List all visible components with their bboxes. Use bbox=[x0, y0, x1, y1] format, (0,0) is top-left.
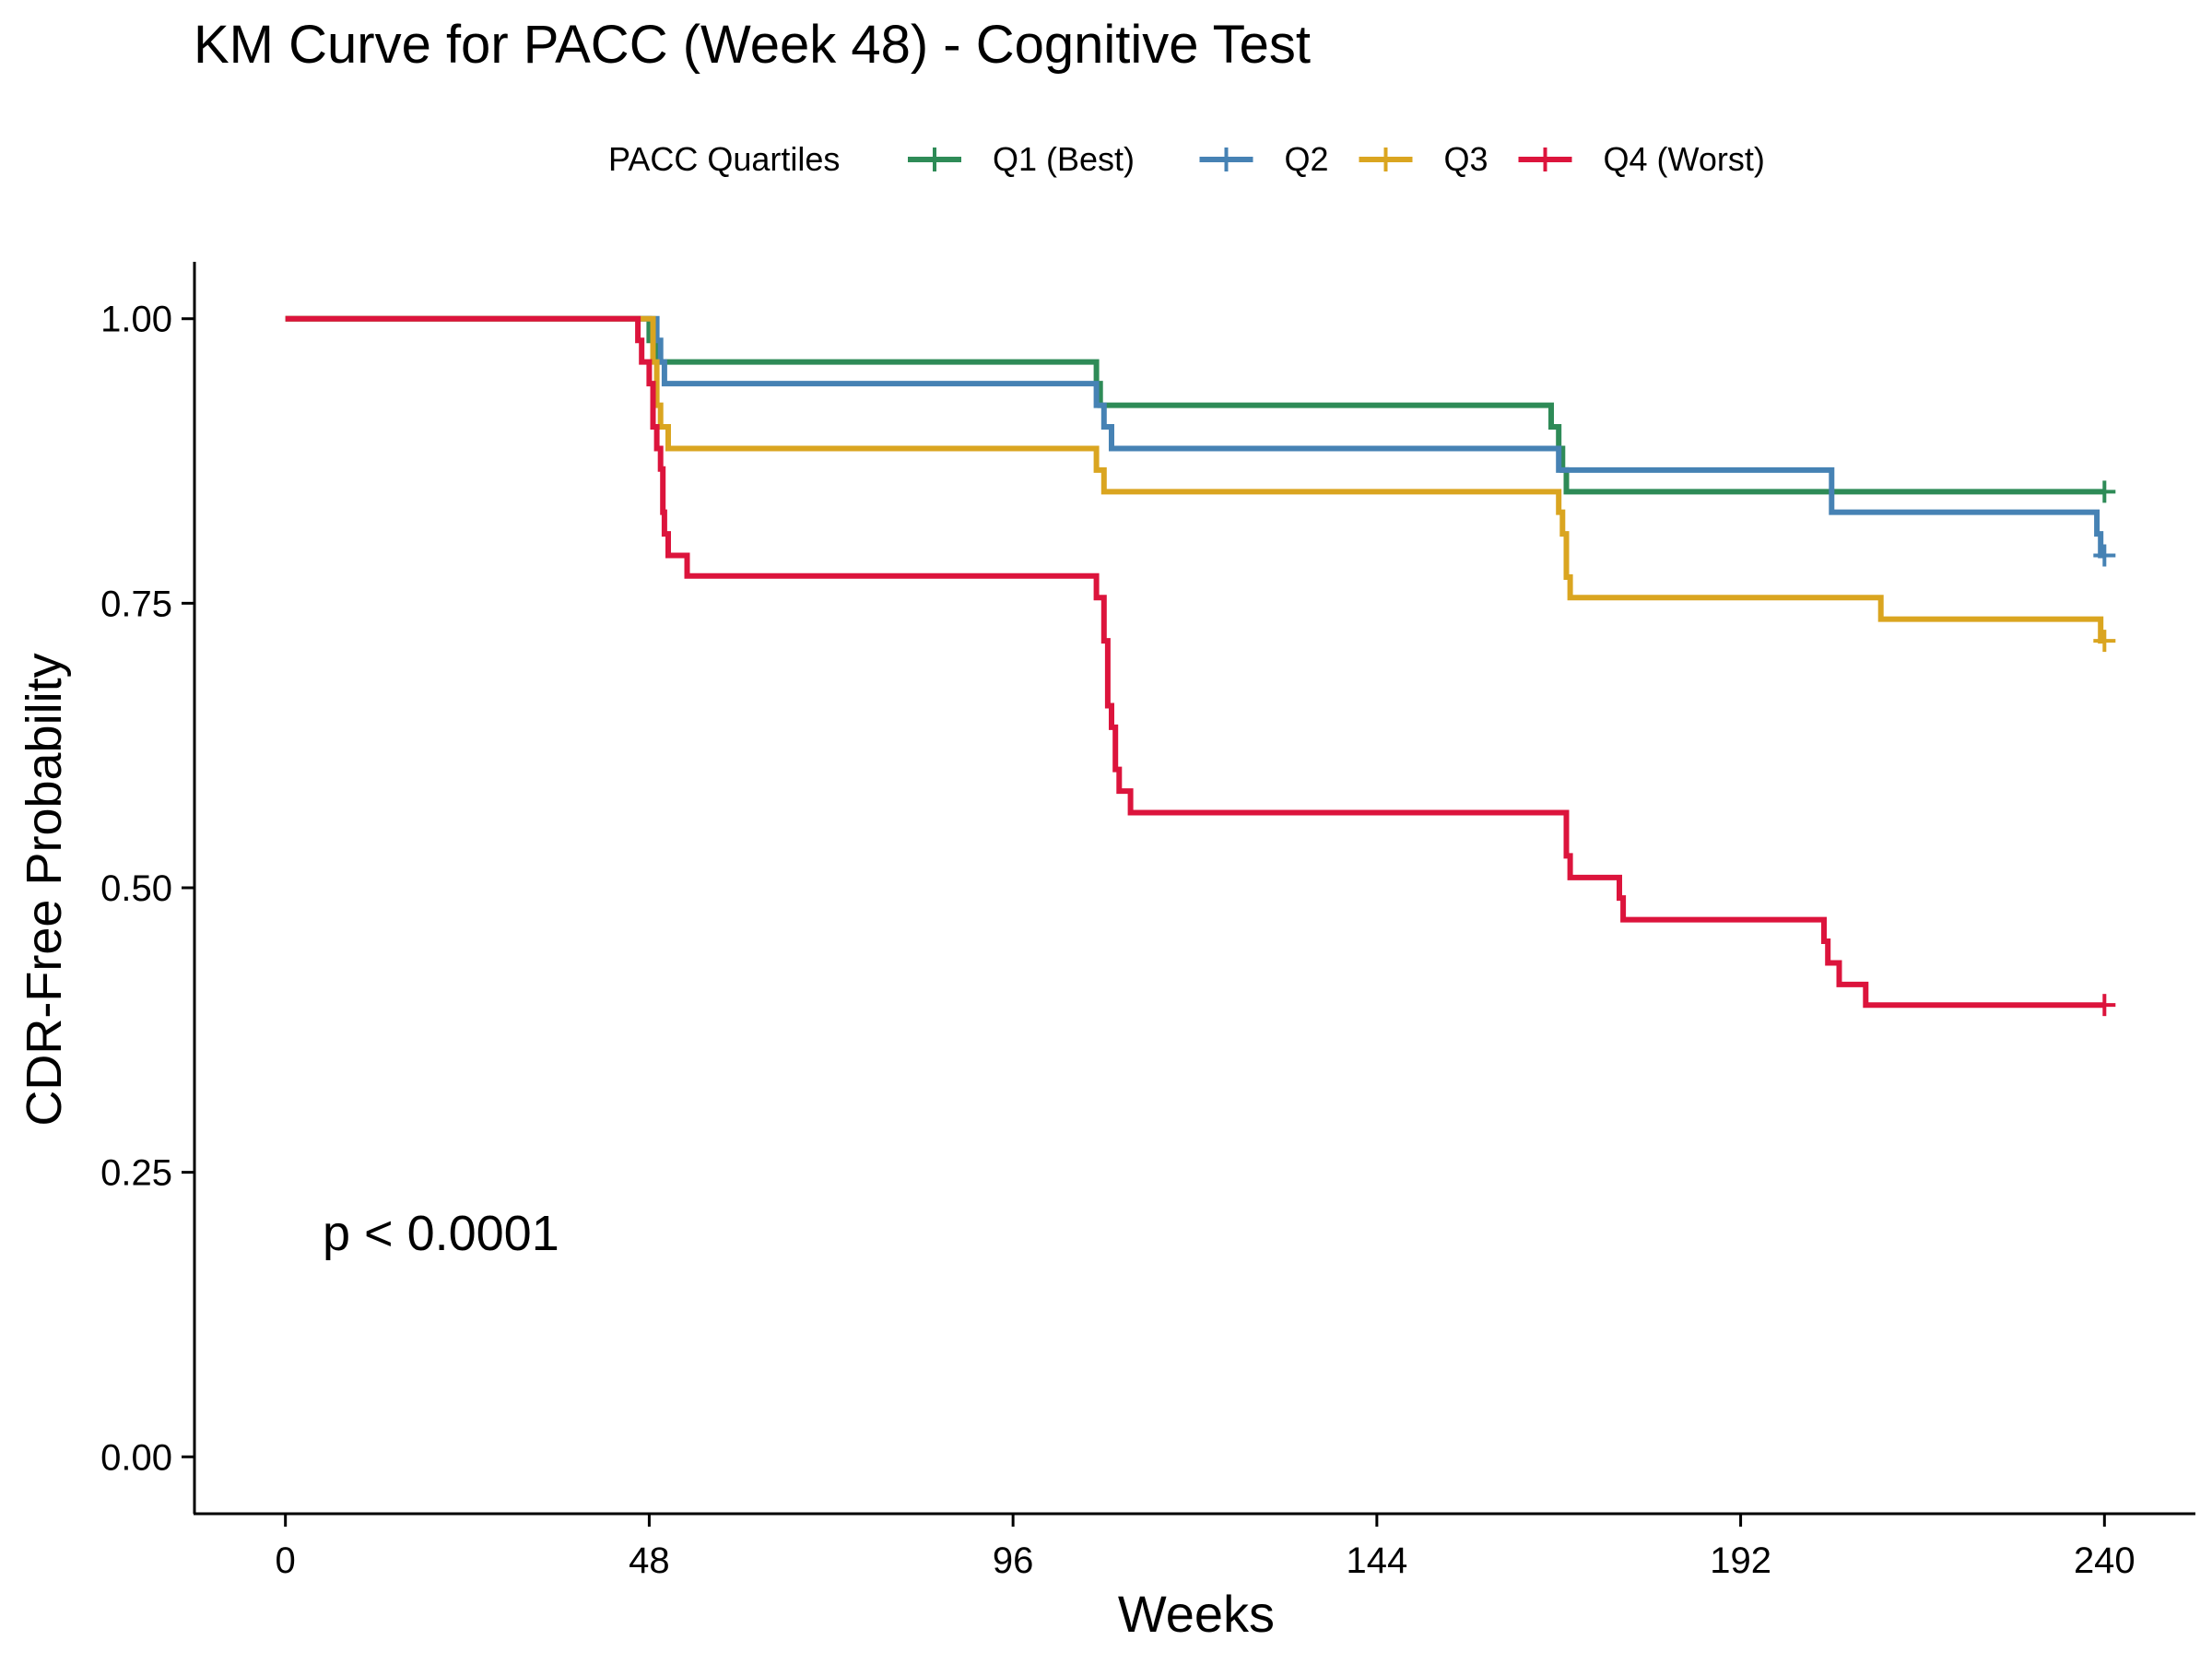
chart-title: KM Curve for PACC (Week 48) - Cognitive … bbox=[194, 15, 1311, 75]
legend-item-q4-worst: Q4 (Worst) bbox=[1518, 140, 1765, 178]
legend-label: Q1 (Best) bbox=[993, 140, 1135, 178]
censor-mark-q1-best bbox=[2093, 480, 2116, 503]
series-line-q4-worst bbox=[285, 315, 2105, 1009]
axes: 0 48 96 144 192 240 0.00 0.25 0.50 0.75 1.00 Week… bbox=[17, 262, 2195, 1643]
p-value-annotation: p < 0.0001 bbox=[323, 1206, 559, 1261]
legend-label: Q3 bbox=[1444, 140, 1488, 178]
x-tick-label: 0 bbox=[276, 1540, 296, 1581]
x-tick-label: 96 bbox=[993, 1540, 1034, 1581]
series-line-q2 bbox=[285, 315, 2105, 559]
x-tick-label: 192 bbox=[1710, 1540, 1771, 1581]
series-line-q1-best bbox=[285, 315, 2105, 495]
y-tick-label: 0.50 bbox=[100, 868, 172, 909]
legend-label: Q2 bbox=[1285, 140, 1329, 178]
x-tick-label: 144 bbox=[1346, 1540, 1407, 1581]
legend: PACC Quartiles Q1 (Best) Q2 Q3 Q4 (Worst) bbox=[608, 140, 1765, 178]
y-axis-label: CDR-Free Probability bbox=[17, 653, 72, 1126]
x-axis-label: Weeks bbox=[1118, 1585, 1275, 1643]
y-tick-label: 0.25 bbox=[100, 1153, 172, 1194]
y-tick-label: 1.00 bbox=[100, 300, 172, 340]
legend-title: PACC Quartiles bbox=[608, 140, 840, 178]
censor-mark-q4-worst bbox=[2093, 994, 2116, 1017]
y-tick-label: 0.00 bbox=[100, 1437, 172, 1478]
legend-label: Q4 (Worst) bbox=[1604, 140, 1765, 178]
x-tick-label: 240 bbox=[2074, 1540, 2136, 1581]
legend-key bbox=[1359, 148, 1413, 171]
series-line-q3 bbox=[285, 315, 2105, 644]
legend-item-q1-best: Q1 (Best) bbox=[908, 140, 1135, 178]
legend-item-q3: Q3 bbox=[1359, 140, 1488, 178]
plot-series bbox=[285, 315, 2116, 1017]
x-tick-label: 48 bbox=[629, 1540, 670, 1581]
legend-item-q2: Q2 bbox=[1199, 140, 1329, 178]
censor-mark-q3 bbox=[2093, 630, 2116, 653]
legend-key bbox=[908, 148, 961, 171]
legend-key bbox=[1518, 148, 1572, 171]
censor-mark-q2 bbox=[2093, 544, 2116, 567]
y-tick-label: 0.75 bbox=[100, 584, 172, 624]
legend-key bbox=[1199, 148, 1253, 171]
